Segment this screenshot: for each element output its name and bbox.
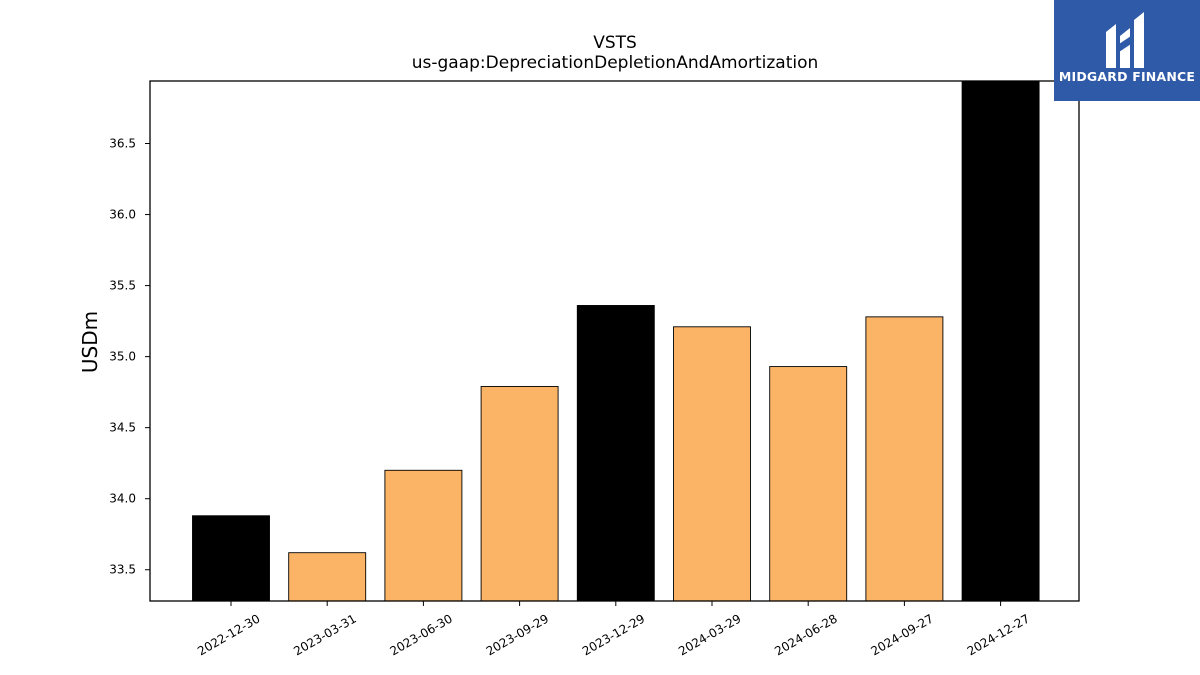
midgard-logo-mark-icon [1106,12,1144,68]
bar-2024-09-27 [865,316,944,602]
x-axis: 2022-12-30 2023-03-31 2023-06-30 2023-09-29… [195,601,1032,658]
chart-subtitle: us-gaap:DepreciationDepletionAndAmortiza… [412,53,819,73]
bar-2023-12-29 [576,305,655,602]
y-tick-label: 36.5 [109,137,136,151]
bar-2023-09-29 [480,386,559,602]
x-tick-label: 2022-12-30 [195,611,262,658]
x-tick-label: 2023-06-30 [387,611,454,658]
x-tick-label: 2024-12-27 [965,611,1032,658]
bar-2024-03-29 [673,326,751,602]
y-axis: 33.5 34.0 34.5 35.0 35.5 36.0 36.5 [109,137,150,577]
y-tick-label: 34.0 [109,492,136,506]
y-tick-label: 35.5 [109,279,136,293]
y-tick-label: 36.0 [109,208,136,222]
midgard-finance-logo: MIDGARD FINANCE [1054,0,1200,101]
x-tick-label: 2023-12-29 [580,611,647,658]
y-axis-label: USDm [78,311,102,373]
x-tick-label: 2024-06-28 [772,611,839,658]
bar-2024-06-28 [769,366,848,602]
x-tick-label: 2023-03-31 [291,611,358,658]
x-tick-label: 2024-03-29 [676,611,743,658]
plot-frame [149,80,1080,602]
y-tick-label: 33.5 [109,563,136,577]
x-tick-label: 2024-09-27 [868,611,935,658]
y-tick-label: 35.0 [109,350,136,364]
bar-2023-06-30 [384,469,463,602]
y-tick-label: 34.5 [109,421,136,435]
bars-group [192,80,1040,602]
x-tick-label: 2023-09-29 [484,611,551,658]
bar-2023-03-31 [288,552,367,602]
chart-title: VSTS [593,33,637,53]
bar-2024-12-27 [961,80,1040,602]
bar-2022-12-30 [192,515,270,602]
logo-text: MIDGARD FINANCE [1058,69,1196,84]
